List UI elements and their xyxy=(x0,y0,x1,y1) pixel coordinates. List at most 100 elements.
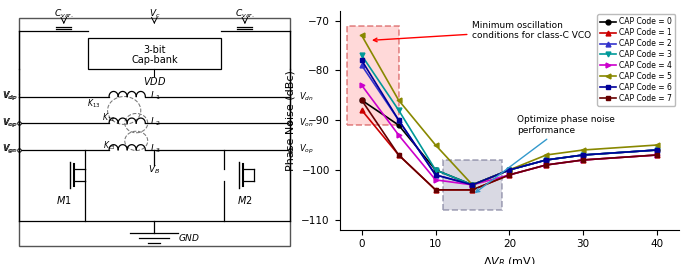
Text: $VDD$: $VDD$ xyxy=(143,75,166,87)
Y-axis label: Phase Noise (dBc): Phase Noise (dBc) xyxy=(286,70,296,171)
CAP Code = 7 xyxy=(357,99,366,102)
CAP Code = 7 xyxy=(394,153,403,157)
CAP Code = 3 xyxy=(505,168,513,172)
CAP Code = 6 xyxy=(542,158,550,162)
CAP Code = 0 xyxy=(579,153,587,157)
Text: Minimum oscillation
conditions for class-C VCO: Minimum oscillation conditions for class… xyxy=(373,21,591,42)
Bar xyxy=(347,26,399,125)
Line: CAP Code = 1: CAP Code = 1 xyxy=(359,108,659,192)
CAP Code = 6 xyxy=(579,153,587,157)
CAP Code = 5 xyxy=(469,183,477,186)
Text: $L_1$: $L_1$ xyxy=(150,89,161,101)
CAP Code = 7 xyxy=(431,188,440,191)
CAP Code = 5 xyxy=(505,168,513,172)
CAP Code = 4 xyxy=(394,134,403,137)
Line: CAP Code = 7: CAP Code = 7 xyxy=(359,98,659,192)
Text: $V_B$: $V_B$ xyxy=(148,164,161,176)
CAP Code = 0 xyxy=(542,158,550,162)
CAP Code = 5 xyxy=(431,143,440,147)
CAP Code = 5 xyxy=(653,143,661,147)
CAP Code = 6 xyxy=(431,173,440,176)
CAP Code = 1 xyxy=(394,153,403,157)
CAP Code = 2 xyxy=(579,153,587,157)
CAP Code = 7 xyxy=(505,173,513,176)
CAP Code = 2 xyxy=(394,119,403,122)
Text: $L_2$: $L_2$ xyxy=(150,116,161,128)
CAP Code = 1 xyxy=(357,109,366,112)
Text: Optimize phase noise
performance: Optimize phase noise performance xyxy=(476,115,615,192)
CAP Code = 1 xyxy=(542,163,550,167)
CAP Code = 5 xyxy=(357,34,366,37)
CAP Code = 4 xyxy=(542,163,550,167)
CAP Code = 2 xyxy=(469,183,477,186)
CAP Code = 6 xyxy=(653,148,661,152)
Text: $V_{dn}$: $V_{dn}$ xyxy=(299,90,314,103)
CAP Code = 5 xyxy=(542,153,550,157)
Text: $K_{13}$: $K_{13}$ xyxy=(87,98,101,110)
Line: CAP Code = 5: CAP Code = 5 xyxy=(359,33,659,187)
CAP Code = 1 xyxy=(579,158,587,162)
CAP Code = 4 xyxy=(579,158,587,162)
Text: $M2$: $M2$ xyxy=(237,194,252,206)
CAP Code = 3 xyxy=(357,54,366,57)
Bar xyxy=(88,38,221,69)
Text: $C_{var.}$: $C_{var.}$ xyxy=(54,8,73,20)
Text: $V_{op}$: $V_{op}$ xyxy=(3,117,19,130)
CAP Code = 4 xyxy=(653,153,661,157)
CAP Code = 0 xyxy=(394,124,403,127)
CAP Code = 6 xyxy=(394,119,403,122)
CAP Code = 1 xyxy=(469,188,477,191)
Text: Cap-bank: Cap-bank xyxy=(131,55,178,65)
CAP Code = 3 xyxy=(542,158,550,162)
Text: $K_{c3}$: $K_{c3}$ xyxy=(103,140,115,152)
CAP Code = 2 xyxy=(542,158,550,162)
X-axis label: $\Delta V_B$ (mV): $\Delta V_B$ (mV) xyxy=(483,255,536,264)
CAP Code = 3 xyxy=(653,148,661,152)
CAP Code = 3 xyxy=(394,109,403,112)
Text: $V_c$: $V_c$ xyxy=(149,8,160,20)
CAP Code = 2 xyxy=(357,64,366,67)
CAP Code = 3 xyxy=(469,183,477,186)
Text: $V_{dp}$: $V_{dp}$ xyxy=(3,90,19,103)
Text: $V_{op}$: $V_{op}$ xyxy=(299,143,314,156)
CAP Code = 3 xyxy=(579,153,587,157)
CAP Code = 5 xyxy=(579,148,587,152)
Text: 3-bit: 3-bit xyxy=(143,45,165,55)
Text: $V_{dp}$: $V_{dp}$ xyxy=(2,90,17,103)
Text: $V_{on}$: $V_{on}$ xyxy=(299,117,314,129)
CAP Code = 7 xyxy=(542,163,550,167)
CAP Code = 6 xyxy=(357,59,366,62)
Text: $K_{12}$: $K_{12}$ xyxy=(102,112,116,124)
CAP Code = 1 xyxy=(431,188,440,191)
CAP Code = 2 xyxy=(653,148,661,152)
CAP Code = 7 xyxy=(579,158,587,162)
CAP Code = 6 xyxy=(469,183,477,186)
Text: $C_{var.}$: $C_{var.}$ xyxy=(235,8,255,20)
Line: CAP Code = 3: CAP Code = 3 xyxy=(359,53,659,187)
CAP Code = 4 xyxy=(505,173,513,176)
Text: $M1$: $M1$ xyxy=(56,194,71,206)
Line: CAP Code = 4: CAP Code = 4 xyxy=(359,83,659,187)
CAP Code = 0 xyxy=(357,99,366,102)
CAP Code = 1 xyxy=(653,153,661,157)
CAP Code = 7 xyxy=(653,153,661,157)
Text: $V_{op}$: $V_{op}$ xyxy=(2,117,16,130)
CAP Code = 3 xyxy=(431,168,440,172)
CAP Code = 0 xyxy=(469,183,477,186)
Legend: CAP Code = 0, CAP Code = 1, CAP Code = 2, CAP Code = 3, CAP Code = 4, CAP Code =: CAP Code = 0, CAP Code = 1, CAP Code = 2… xyxy=(598,14,675,106)
CAP Code = 2 xyxy=(505,168,513,172)
Text: $GND$: $GND$ xyxy=(178,232,201,243)
CAP Code = 0 xyxy=(505,168,513,172)
CAP Code = 4 xyxy=(469,183,477,186)
CAP Code = 4 xyxy=(357,84,366,87)
CAP Code = 7 xyxy=(469,188,477,191)
Text: $V_{gn}$: $V_{gn}$ xyxy=(2,143,16,156)
CAP Code = 1 xyxy=(505,173,513,176)
Line: CAP Code = 6: CAP Code = 6 xyxy=(359,58,659,187)
Text: $L_3$: $L_3$ xyxy=(150,142,161,155)
CAP Code = 0 xyxy=(653,148,661,152)
Line: CAP Code = 0: CAP Code = 0 xyxy=(359,98,659,187)
Line: CAP Code = 2: CAP Code = 2 xyxy=(359,63,659,187)
Text: $V_{gn}$: $V_{gn}$ xyxy=(3,143,19,156)
CAP Code = 5 xyxy=(394,99,403,102)
